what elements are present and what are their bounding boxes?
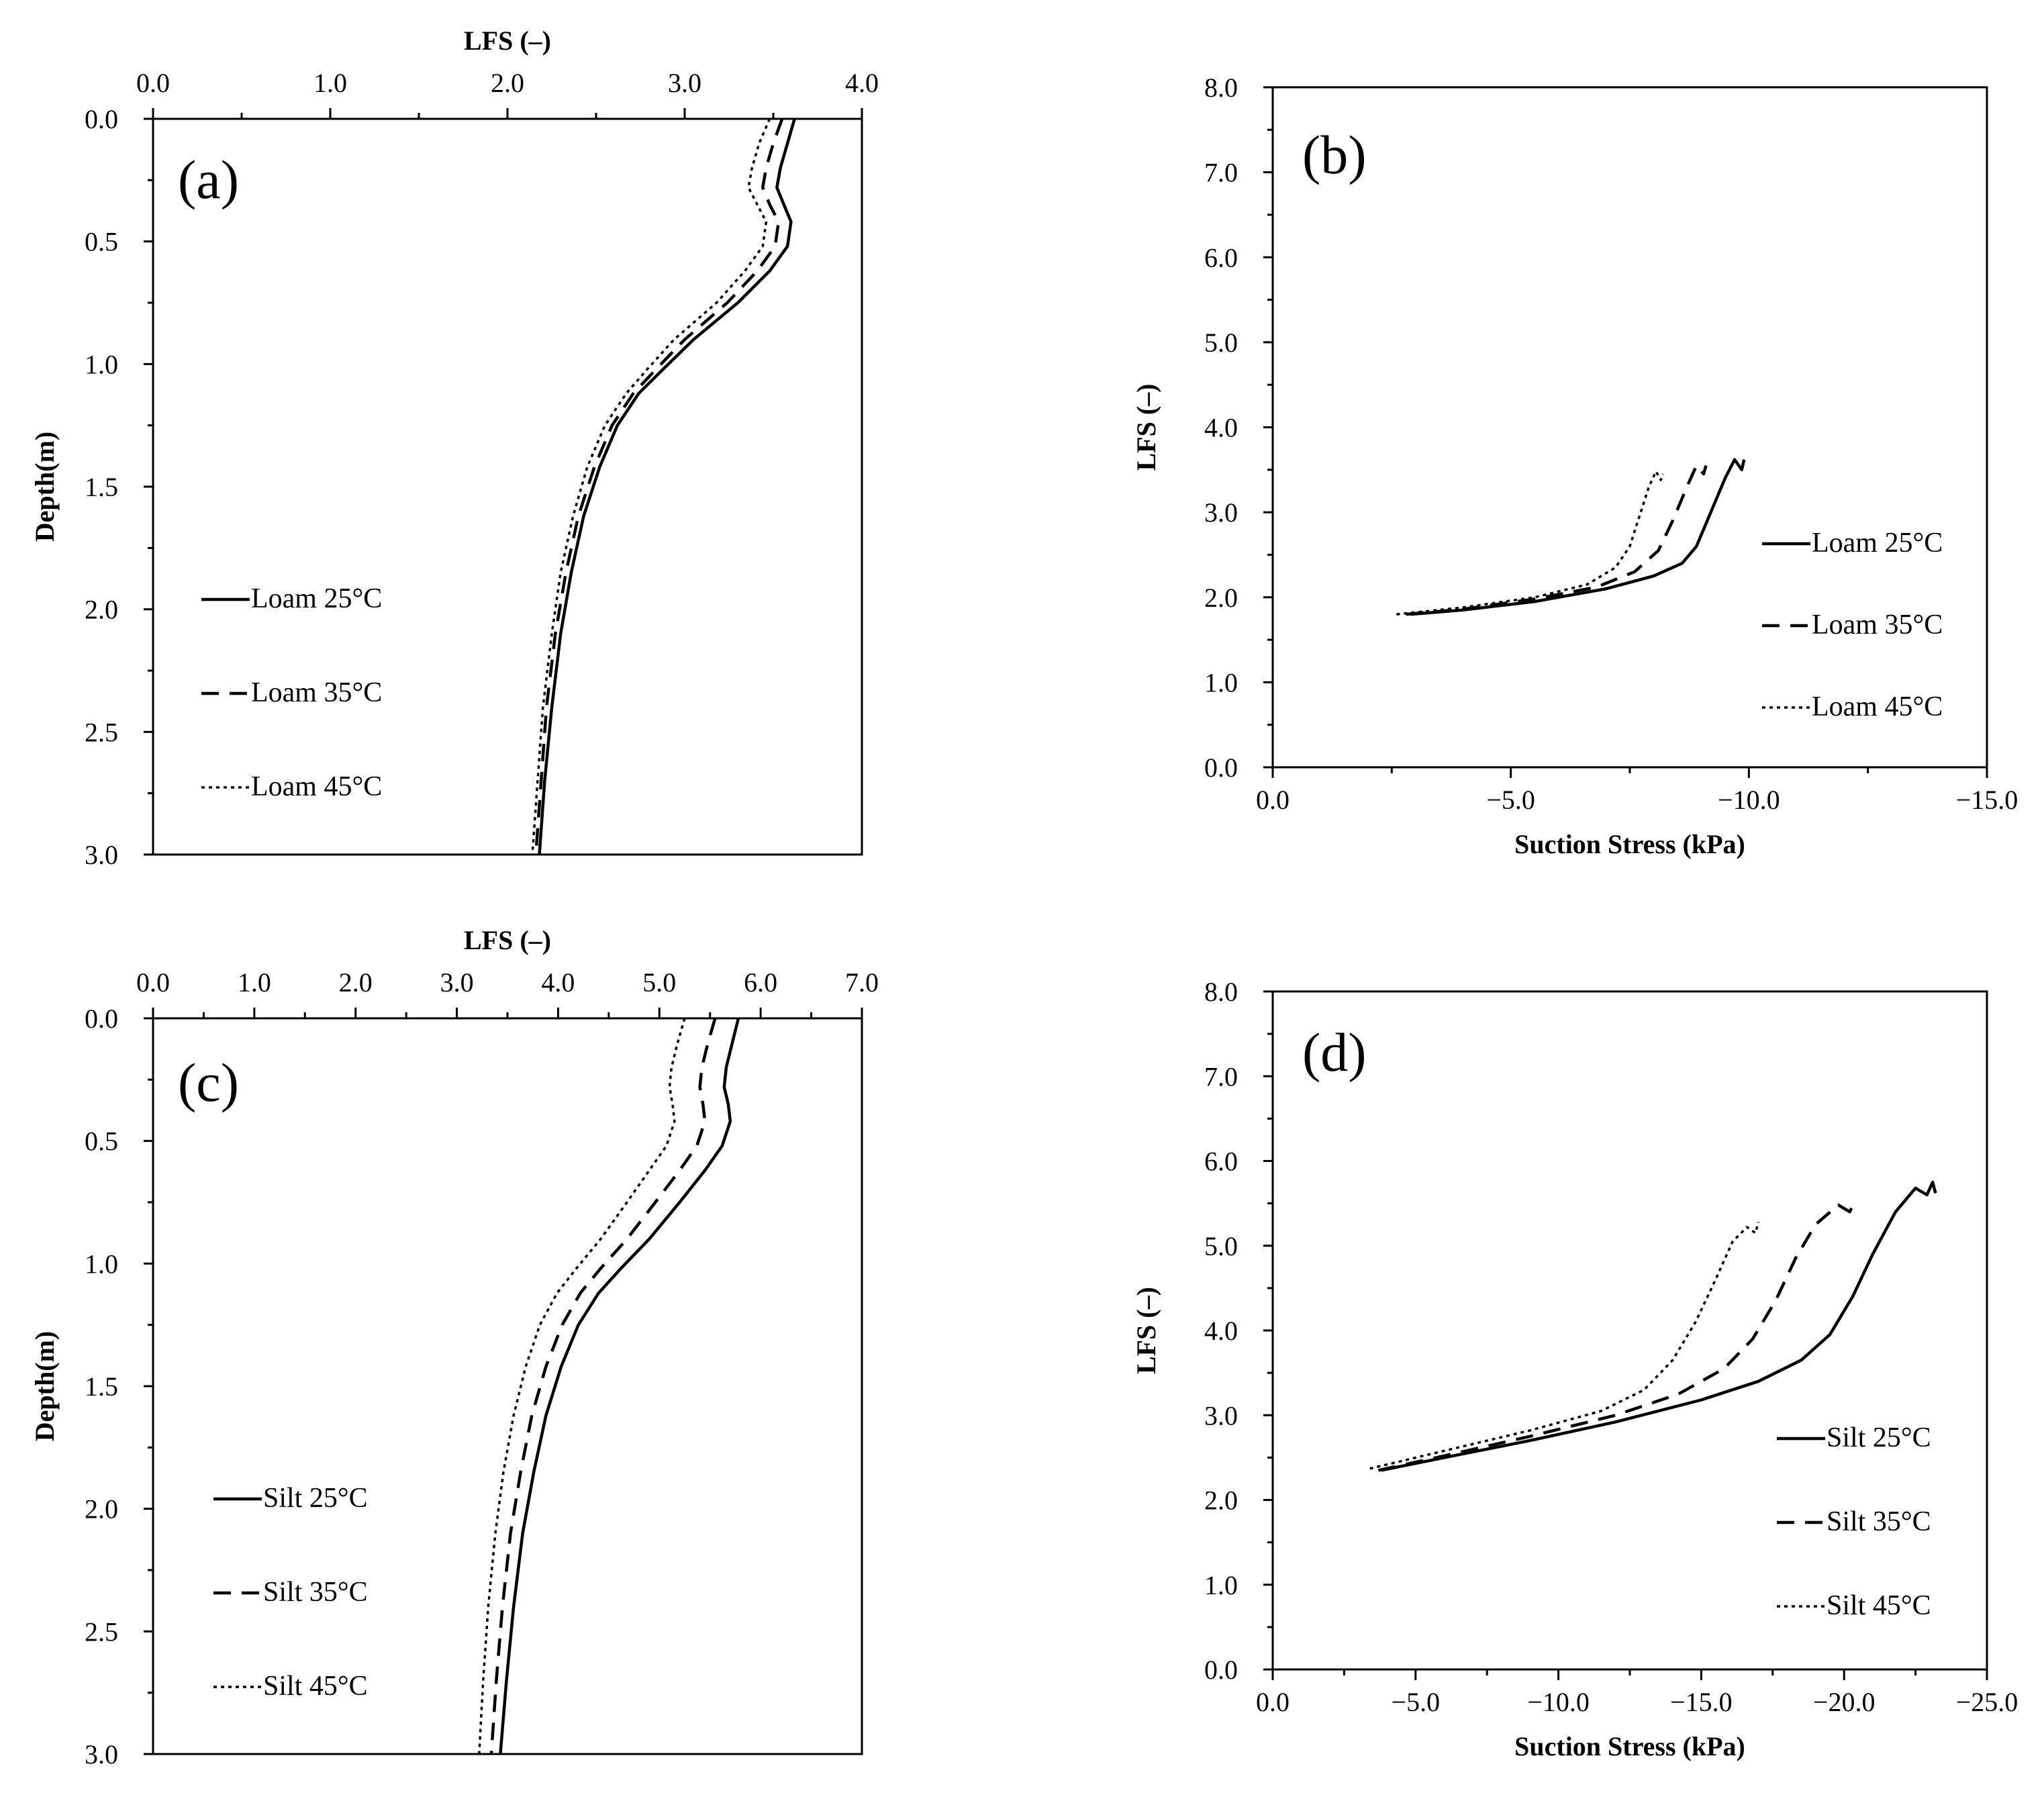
y-tick-label-a: 2.5 (85, 717, 118, 747)
y-tick-label-a: 2.0 (85, 595, 118, 625)
x-tick-label-b: −5.0 (1486, 785, 1535, 815)
x-tick-label-c: 3.0 (440, 967, 474, 998)
panel-a: 0.0 1.0 2.0 3.0 4.0 0.0 0.5 1.0 1.5 2.0 2.5 3.0 LFS … (30, 26, 879, 870)
x-tick-label-a: 3.0 (668, 68, 701, 98)
y-axis-title-a: Depth(m) (30, 432, 60, 542)
legend-label-b-1: Loam 25°C (1812, 528, 1943, 558)
x-axis-title-b: Suction Stress (kPa) (1514, 829, 1745, 859)
x-tick-label-a: 0.0 (136, 68, 170, 98)
x-tick-label-c: 4.0 (541, 967, 575, 998)
series-line-a-1 (538, 118, 796, 855)
panel-label-a: (a) (178, 149, 239, 210)
y-tick-label-d: 8.0 (1204, 977, 1238, 1007)
legend-label-a-2: Loam 35°C (251, 677, 382, 708)
y-tick-label-b: 1.0 (1204, 667, 1238, 697)
y-tick-label-a: 3.0 (85, 840, 118, 870)
series-line-d-1 (1381, 1180, 1937, 1472)
x-tick-label-a: 1.0 (313, 68, 347, 98)
y-tick-label-d: 3.0 (1204, 1400, 1238, 1430)
legend-label-d-1: Silt 25°C (1827, 1422, 1931, 1453)
y-tick-label-c: 2.5 (85, 1616, 118, 1647)
x-tick-label-d: −25.0 (1956, 1687, 2018, 1717)
series-line-c-1 (499, 1018, 740, 1755)
series-line-a-2 (534, 118, 784, 855)
y-tick-label-a: 1.0 (85, 349, 118, 379)
x-tick-label-c: 0.0 (136, 967, 170, 998)
x-tick-label-d: −10.0 (1527, 1687, 1590, 1717)
y-tick-label-b: 3.0 (1204, 497, 1238, 528)
y-tick-label-d: 1.0 (1204, 1570, 1238, 1600)
x-tick-label-c: 7.0 (845, 967, 879, 998)
x-axis-title-c: LFS (–) (464, 925, 551, 955)
legend-label-d-3: Silt 45°C (1827, 1590, 1931, 1621)
legend-label-c-1: Silt 25°C (263, 1483, 368, 1514)
y-tick-label-d: 7.0 (1204, 1061, 1238, 1091)
y-tick-label-a: 1.5 (85, 472, 118, 502)
y-axis-title-c: Depth(m) (30, 1331, 60, 1441)
legend-label-c-3: Silt 45°C (263, 1671, 368, 1702)
x-tick-label-d: −5.0 (1392, 1687, 1441, 1717)
x-tick-label-c: 6.0 (744, 967, 777, 998)
series-line-b-2 (1406, 464, 1708, 616)
legend-label-c-2: Silt 35°C (263, 1577, 368, 1608)
x-tick-label-a: 4.0 (845, 68, 879, 98)
y-tick-label-a: 0.5 (85, 227, 118, 257)
panel-c: 0.0 1.0 2.0 3.0 4.0 5.0 6.0 7.0 0.0 0.5 1.0 1.5 2.0 2… (30, 925, 879, 1769)
series-line-b-1 (1410, 458, 1746, 616)
y-tick-label-c: 1.0 (85, 1249, 118, 1279)
y-axis-title-d: LFS (–) (1131, 1287, 1161, 1374)
x-axis-title-d: Suction Stress (kPa) (1514, 1731, 1745, 1761)
y-tick-label-d: 4.0 (1204, 1316, 1238, 1346)
x-tick-label-b: −10.0 (1718, 785, 1780, 815)
series-line-d-2 (1378, 1198, 1857, 1472)
y-tick-label-d: 2.0 (1204, 1486, 1238, 1516)
x-tick-label-d: −15.0 (1670, 1687, 1733, 1717)
series-line-c-2 (489, 1018, 717, 1755)
legend-label-b-3: Loam 45°C (1812, 691, 1943, 722)
y-tick-label-c: 2.0 (85, 1494, 118, 1524)
x-tick-label-a: 2.0 (491, 68, 524, 98)
y-tick-label-c: 3.0 (85, 1739, 118, 1769)
x-tick-label-d: −20.0 (1813, 1687, 1876, 1717)
legend-label-a-1: Loam 25°C (251, 583, 382, 614)
y-tick-label-c: 0.5 (85, 1126, 118, 1157)
x-tick-label-c: 5.0 (642, 967, 676, 998)
y-tick-label-b: 0.0 (1204, 752, 1238, 783)
x-tick-label-d: 0.0 (1256, 1687, 1289, 1717)
series-line-a-3 (531, 118, 771, 855)
y-tick-label-c: 0.0 (85, 1004, 118, 1034)
y-tick-label-d: 5.0 (1204, 1231, 1238, 1261)
legend-label-b-2: Loam 35°C (1812, 610, 1943, 640)
y-tick-label-b: 6.0 (1204, 242, 1238, 273)
panel-d: 0.0 −5.0 −10.0 −15.0 −20.0 −25.0 0.0 1.0 2.0 3.0 4… (1131, 977, 2018, 1761)
panel-label-d: (d) (1302, 1022, 1367, 1083)
y-tick-label-c: 1.5 (85, 1371, 118, 1402)
y-tick-label-b: 7.0 (1204, 158, 1238, 188)
y-tick-label-b: 2.0 (1204, 583, 1238, 613)
x-tick-label-c: 2.0 (339, 967, 373, 998)
y-tick-label-a: 0.0 (85, 104, 118, 134)
legend-label-d-2: Silt 35°C (1827, 1506, 1931, 1537)
panel-label-b: (b) (1302, 124, 1367, 185)
x-tick-label-b: 0.0 (1256, 785, 1289, 815)
series-line-d-3 (1369, 1221, 1760, 1470)
series-line-c-3 (478, 1018, 686, 1755)
x-tick-label-c: 1.0 (238, 967, 271, 998)
panel-label-c: (c) (178, 1052, 239, 1113)
series-line-b-3 (1396, 470, 1665, 616)
y-tick-label-b: 4.0 (1204, 413, 1238, 443)
y-axis-title-b: LFS (–) (1131, 384, 1161, 471)
panel-b: 0.0 −5.0 −10.0 −15.0 0.0 1.0 2.0 3.0 4.0 5.0 6.0 7.… (1131, 72, 2018, 859)
y-tick-label-b: 8.0 (1204, 72, 1238, 103)
y-tick-label-d: 0.0 (1204, 1655, 1238, 1685)
legend-label-a-3: Loam 45°C (251, 771, 382, 802)
y-tick-label-b: 5.0 (1204, 328, 1238, 358)
x-axis-title-a: LFS (–) (464, 26, 551, 56)
x-tick-label-b: −15.0 (1956, 785, 2018, 815)
y-tick-label-d: 6.0 (1204, 1147, 1238, 1177)
